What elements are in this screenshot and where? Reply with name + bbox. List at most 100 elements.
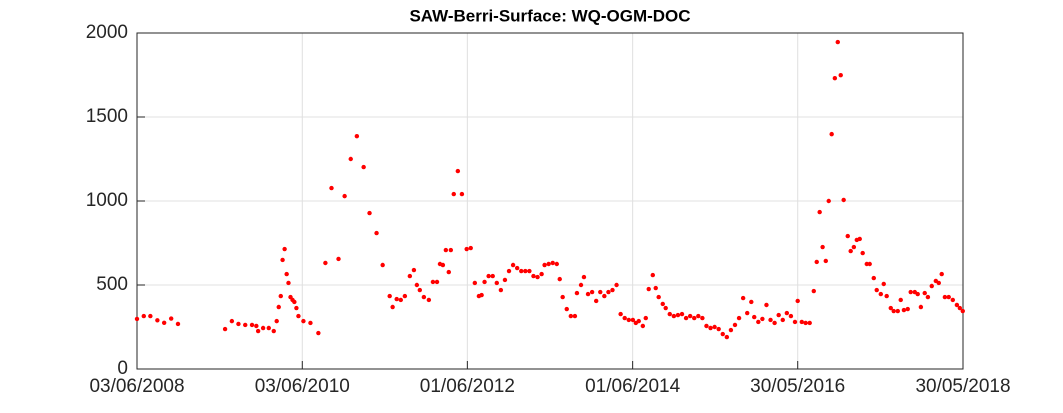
point [292,299,297,305]
point [546,261,551,267]
point [845,233,850,239]
point [817,209,822,215]
point [838,72,843,78]
point [764,302,769,308]
point [720,331,725,337]
point [519,268,524,274]
point [950,297,956,303]
point [814,259,819,265]
point [316,330,321,336]
point [704,323,709,329]
point [336,256,341,262]
point [936,280,941,286]
point [630,317,636,323]
point [434,279,440,285]
point [675,312,681,318]
point [448,247,454,253]
point [954,302,960,308]
point [468,245,473,251]
point [260,325,266,331]
point [803,320,808,326]
point [155,318,160,323]
point [296,313,301,319]
point [736,315,742,321]
point [585,291,591,297]
point [860,250,865,256]
point [593,298,599,304]
point [342,193,347,199]
point [826,198,831,204]
point [788,313,794,319]
point [772,320,777,326]
point [749,299,754,305]
point [411,267,417,273]
point [329,185,334,191]
point [527,268,532,274]
point [229,318,235,324]
chart-title: SAW-Berri-Surface: WQ-OGM-DOC [409,6,690,25]
point [301,318,306,324]
point [799,319,804,325]
point [557,276,562,282]
point [891,308,896,314]
point [479,292,484,298]
point [560,294,565,300]
point [660,301,665,307]
point [361,164,366,170]
point [898,297,903,303]
point [348,156,353,162]
point [728,327,734,333]
point [531,273,536,279]
y-tick-label: 1500 [86,106,128,127]
point [459,191,465,197]
y-tick-label: 2000 [86,22,128,43]
point [832,75,838,81]
point [464,246,469,252]
point [446,269,451,275]
point [510,262,516,268]
point [572,313,578,319]
point [535,274,540,280]
point [506,268,512,274]
point [929,283,934,289]
point [745,310,750,316]
point [908,289,913,295]
x-tick-label: 01/06/2014 [585,376,681,397]
point [712,324,717,330]
point [716,326,721,332]
point [141,313,146,319]
point [784,310,790,316]
point [696,313,701,319]
point [430,279,436,285]
x-tick-label: 01/06/2012 [420,376,515,397]
point [640,323,646,329]
x-tick-label: 03/06/2008 [89,376,184,397]
point [254,323,259,329]
point [542,262,547,268]
point [602,293,607,299]
point [134,316,140,322]
point [960,308,965,314]
point [663,305,668,311]
point [398,297,403,303]
point [282,246,287,252]
point [426,297,432,303]
point [354,133,360,139]
point [266,325,271,331]
point [851,244,857,250]
point [482,279,487,285]
point [636,318,641,324]
point [740,295,746,301]
point [946,294,951,300]
point [626,317,631,323]
point [451,191,456,197]
point [568,313,574,319]
point [776,312,781,318]
point [367,210,372,216]
point [874,287,879,293]
point [278,293,283,299]
point [390,304,395,310]
point [276,304,281,310]
